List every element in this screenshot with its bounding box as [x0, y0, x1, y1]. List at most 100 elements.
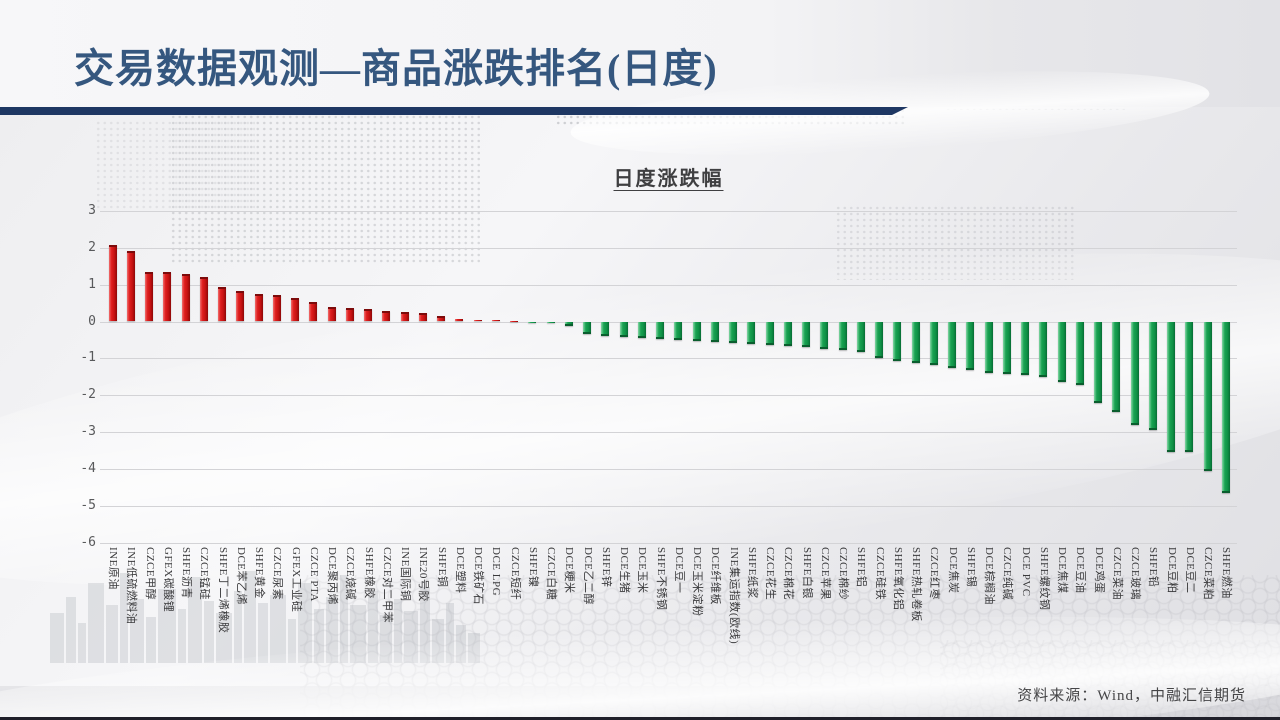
slide-title: 交易数据观测—商品涨跌排名(日度) — [74, 46, 718, 91]
x-axis-label: CZCE苹果 — [818, 547, 831, 601]
bar — [1057, 321, 1066, 383]
x-axis-label: SHFE燃油 — [1220, 547, 1233, 599]
bar — [1002, 321, 1011, 375]
bar — [984, 321, 993, 373]
gridline — [100, 432, 1237, 434]
x-axis-label: INE低硫燃料油 — [125, 547, 138, 625]
bar — [1021, 321, 1029, 376]
x-axis-label: DCE乙二醇 — [581, 547, 594, 605]
x-axis-label: DCE豆油 — [1074, 547, 1087, 594]
x-axis-label: CZCE甲醇 — [143, 547, 156, 601]
x-axis-label: CZCE硅铁 — [873, 547, 886, 601]
x-axis-label: SHFE锌 — [599, 547, 612, 588]
x-axis-label: DCE豆粕 — [1165, 547, 1178, 594]
bar — [783, 321, 792, 346]
bar — [254, 293, 263, 322]
bar — [400, 311, 409, 322]
gridline — [100, 358, 1237, 360]
bar — [510, 320, 518, 322]
x-axis-label: SHFE镍 — [526, 547, 539, 588]
gridline — [100, 395, 1237, 397]
x-axis-label: INE集运指数(欧线) — [727, 547, 740, 645]
x-axis-label: CZCE纯碱 — [1001, 547, 1014, 601]
y-tick-label: 3 — [88, 202, 96, 218]
y-tick-label: 1 — [88, 276, 96, 292]
bar — [820, 321, 829, 349]
x-axis-label: DCE焦煤 — [1056, 547, 1068, 594]
bar — [802, 321, 810, 348]
x-axis-label: CZCE烧碱 — [344, 547, 357, 601]
x-axis-label: CZCE红枣 — [928, 547, 941, 601]
bar — [291, 297, 299, 322]
bar — [108, 245, 117, 322]
bar — [637, 321, 646, 338]
bar — [546, 321, 555, 323]
y-tick-label: -6 — [80, 534, 96, 550]
bar — [729, 321, 737, 344]
bar — [418, 313, 427, 322]
x-axis-label: SHFE白银 — [800, 547, 813, 599]
bar — [1203, 321, 1212, 471]
bar — [1075, 321, 1084, 385]
x-axis-label: DCE PVC — [1019, 547, 1032, 597]
x-axis-label: SHFE纸浆 — [745, 547, 758, 599]
x-axis-label: DCE生猪 — [618, 547, 630, 594]
bar — [856, 321, 865, 353]
bar — [199, 276, 208, 322]
bar — [345, 307, 354, 322]
x-axis-label: SHFE黄金 — [253, 547, 265, 599]
bar — [656, 321, 664, 339]
x-axis-label: CZCE PTA — [307, 547, 320, 602]
x-axis-label: DCE纤维板 — [709, 547, 722, 605]
x-axis-label: CZCE尿素 — [271, 547, 284, 601]
bar — [1039, 321, 1048, 377]
x-axis-label: SHFE铜 — [435, 547, 448, 588]
x-axis-label: CZCE花生 — [764, 547, 776, 601]
x-axis-label: SHFE不锈钢 — [654, 547, 667, 611]
x-axis-label: CZCE对二甲苯 — [380, 547, 393, 624]
x-axis-label: CZCE菜油 — [1110, 547, 1123, 601]
bar — [948, 321, 956, 368]
gridline — [100, 469, 1237, 471]
x-axis-label: CZCE棉花 — [782, 547, 795, 601]
bar — [126, 250, 135, 322]
world-map-dots-texture — [835, 205, 1075, 280]
bar — [309, 301, 318, 322]
x-axis-label: DCE LPG — [490, 547, 503, 597]
gridline — [100, 210, 1237, 212]
bar — [765, 321, 774, 346]
gridline — [100, 247, 1237, 249]
bar — [327, 307, 336, 322]
bar — [911, 321, 920, 364]
bar — [583, 321, 591, 334]
bottom-edge-strip — [0, 717, 1280, 720]
bar — [1094, 321, 1102, 404]
x-axis-label: CZCE菜粕 — [1202, 547, 1214, 601]
x-axis-label: DCE鸡蛋 — [1092, 547, 1105, 594]
bar — [564, 321, 573, 327]
bar — [875, 321, 883, 359]
bar — [1167, 321, 1175, 452]
x-axis-label: DCE粳米 — [563, 547, 576, 594]
x-axis-label: DCE苯乙烯 — [234, 547, 247, 605]
bar — [893, 321, 902, 362]
bar — [1221, 321, 1230, 494]
bar — [181, 273, 190, 322]
x-axis-label: DCE聚丙烯 — [326, 547, 338, 605]
x-axis-label: SHFE橡胶 — [362, 547, 375, 599]
bar — [692, 321, 701, 341]
x-axis-label: DCE塑料 — [453, 547, 466, 594]
x-axis-label: CZCE短纤 — [508, 547, 521, 601]
bar — [473, 319, 482, 322]
bar — [236, 290, 245, 322]
bar — [1148, 321, 1157, 431]
x-axis-label: INE原油 — [107, 547, 119, 590]
gridline — [100, 284, 1237, 286]
bar — [710, 321, 719, 343]
bar — [382, 311, 391, 322]
bar — [437, 315, 445, 322]
title-divider-bar — [0, 107, 908, 115]
y-tick-label: -4 — [80, 461, 96, 477]
bar — [163, 271, 172, 322]
